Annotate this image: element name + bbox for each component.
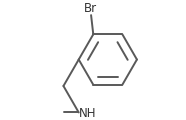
Text: NH: NH: [79, 107, 97, 120]
Text: Br: Br: [84, 2, 97, 15]
